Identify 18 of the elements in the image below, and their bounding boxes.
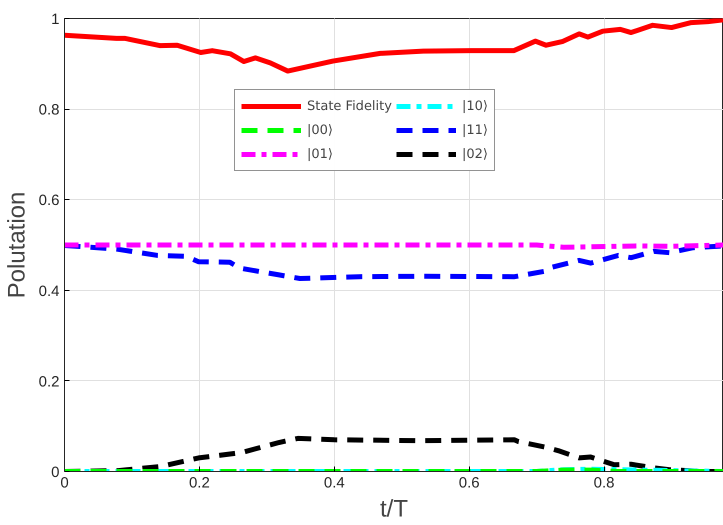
y-tick-label: 1 [51,11,60,28]
legend-label: |02⟩ [462,146,488,162]
x-tick-label: 0.8 [594,474,615,492]
y-tick-label: 0 [51,464,60,481]
x-tick-label: 0.2 [188,474,210,492]
y-tick-label: 0.2 [38,373,60,390]
legend-label: |10⟩ [462,98,488,114]
y-tick-label: 0.4 [38,282,60,300]
x-tick-label: 0.4 [324,474,345,492]
x-tick-label: 0.6 [458,474,480,492]
legend-label: |01⟩ [307,146,333,162]
legend-label: State Fidelity [307,98,392,114]
x-axis-title: t/T [380,496,408,522]
legend-label: |00⟩ [307,122,333,138]
y-tick-label: 0.8 [38,102,60,119]
y-axis-title: Polutation [4,192,31,298]
y-tick-label: 0.6 [38,192,60,210]
legend-label: |11⟩ [462,122,488,138]
